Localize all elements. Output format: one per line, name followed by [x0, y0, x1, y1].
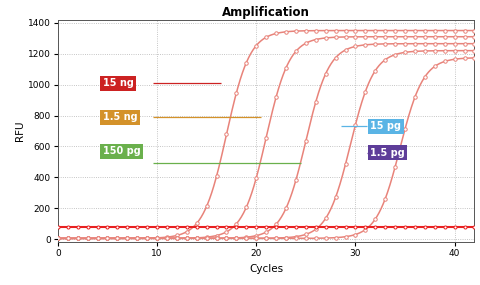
- Text: 15 ng: 15 ng: [103, 78, 133, 88]
- Y-axis label: RFU: RFU: [15, 121, 25, 141]
- X-axis label: Cycles: Cycles: [249, 264, 283, 274]
- Text: 1.5 ng: 1.5 ng: [103, 112, 137, 122]
- Text: 150 pg: 150 pg: [103, 146, 140, 156]
- Title: Amplification: Amplification: [222, 5, 310, 19]
- Text: 1.5 pg: 1.5 pg: [370, 148, 405, 158]
- Text: 15 pg: 15 pg: [370, 121, 401, 131]
